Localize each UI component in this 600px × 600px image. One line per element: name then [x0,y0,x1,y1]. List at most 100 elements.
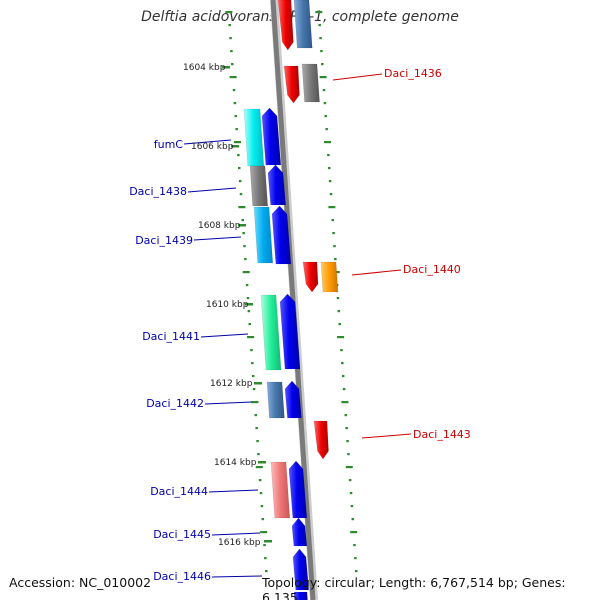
ruler-tick-right [345,466,353,469]
ruler-tick-right [355,570,358,573]
ruler-tick-left [230,50,233,53]
ruler-tick-right [349,492,353,495]
ruler-tick-right [325,128,328,131]
ruler-tick-right [346,440,349,443]
ruler-tick-right [327,154,330,157]
ruler-tick-right [341,375,345,378]
ruler-label: 1604 kbp [183,63,226,73]
gene-grey-1438 [249,165,269,207]
gene-label[interactable]: Daci_1446 [153,570,211,583]
ruler-tick-right [332,232,335,235]
label-leader-line [204,401,253,405]
ruler-major-tick [245,303,253,306]
gene-red-top [277,0,294,51]
ruler-major-tick [258,461,266,464]
label-leader-line [211,575,263,578]
gene-label[interactable]: Daci_1441 [142,330,200,343]
ruler-tick-right [337,336,345,339]
ruler-tick-right [348,479,352,482]
ruler-tick-right [340,349,343,352]
ruler-tick-left [256,440,259,443]
gene-blue-1445 [291,517,308,547]
ruler-tick-right [324,141,332,144]
ruler-major-tick [222,66,230,69]
ruler-tick-left [247,310,251,313]
ruler-tick-right [338,323,341,326]
ruler-tick-left [251,375,255,378]
gene-label[interactable]: Daci_1438 [129,185,187,198]
ruler-tick-left [245,284,249,287]
ruler-tick-left [242,271,250,274]
label-leader-line [183,139,232,145]
gene-sky-1439 [253,206,274,264]
ruler-label: 1612 kbp [210,379,253,389]
ruler-tick-right [336,297,340,300]
gene-steel-top [293,0,313,49]
gene-label[interactable]: Daci_1439 [135,234,193,247]
ruler-tick-right [320,50,323,53]
ruler-tick-right [323,102,327,105]
ruler-tick-right [321,63,324,66]
gene-grey-1436 [301,63,320,103]
ruler-tick-left [255,466,263,469]
ruler-tick-left [261,518,265,521]
ruler-tick-left [251,362,254,365]
gene-label[interactable]: Daci_1443 [413,428,471,441]
ruler-tick-left [235,128,238,131]
ruler-tick-left [234,115,238,118]
ruler-tick-right [353,544,356,547]
ruler-tick-left [233,102,237,105]
ruler-tick-right [319,76,327,79]
ruler-tick-left [238,167,241,170]
ruler-label: 1608 kbp [198,221,241,231]
label-leader-line [332,73,383,81]
label-leader-line [208,489,259,493]
gene-label[interactable]: Daci_1440 [403,263,461,276]
ruler-tick-left [232,89,236,92]
ruler-label: 1616 kbp [218,538,261,548]
gene-steel-1442 [266,381,285,419]
gene-cyan-fumC [243,108,265,167]
ruler-tick-left [250,349,253,352]
gene-label[interactable]: fumC [154,138,184,151]
ruler-tick-right [324,115,328,118]
gene-blue-1439 [271,205,292,265]
gene-features [243,0,339,600]
gene-label[interactable]: Daci_1442 [146,397,204,410]
ruler-tick-right [331,219,334,222]
label-leader-line [361,433,412,439]
gene-mint-1441 [260,294,282,371]
label-leader-lines [183,73,412,578]
ruler-label: 1606 kbp [191,142,234,152]
ruler-tick-left [258,479,262,482]
gene-red-1436 [283,65,300,104]
gene-red-1443 [313,420,329,460]
ruler-tick-right [350,505,354,508]
ruler-tick-right [351,518,355,521]
ruler-tick-right [319,37,322,40]
ruler-tick-right [315,11,323,14]
ruler-label: 1610 kbp [206,300,249,310]
ruler-major-tick [254,382,262,385]
ruler-tick-right [333,245,336,248]
label-leader-line [187,187,237,193]
ruler-tick-right [342,388,346,391]
ruler-tick-left [259,492,263,495]
gene-blue-1442 [284,380,302,419]
ruler-tick-left [231,63,234,66]
genome-stats-text: Topology: circular; Length: 6,767,514 bp… [262,575,566,600]
gene-label[interactable]: Daci_1445 [153,528,211,541]
gene-label[interactable]: Daci_1436 [384,67,442,80]
ruler-tick-left [229,37,232,40]
ruler-major-tick [238,224,246,227]
ruler-tick-right [328,206,336,209]
gene-label[interactable]: Daci_1444 [150,485,208,498]
ruler-tick-left [237,154,240,157]
ruler-tick-right [329,193,333,196]
ruler-tick-right [328,180,332,183]
gene-blue-fumC [261,107,282,166]
ruler-tick-left [243,245,246,248]
label-leader-line [193,236,242,241]
gene-pink-1444 [270,461,291,519]
